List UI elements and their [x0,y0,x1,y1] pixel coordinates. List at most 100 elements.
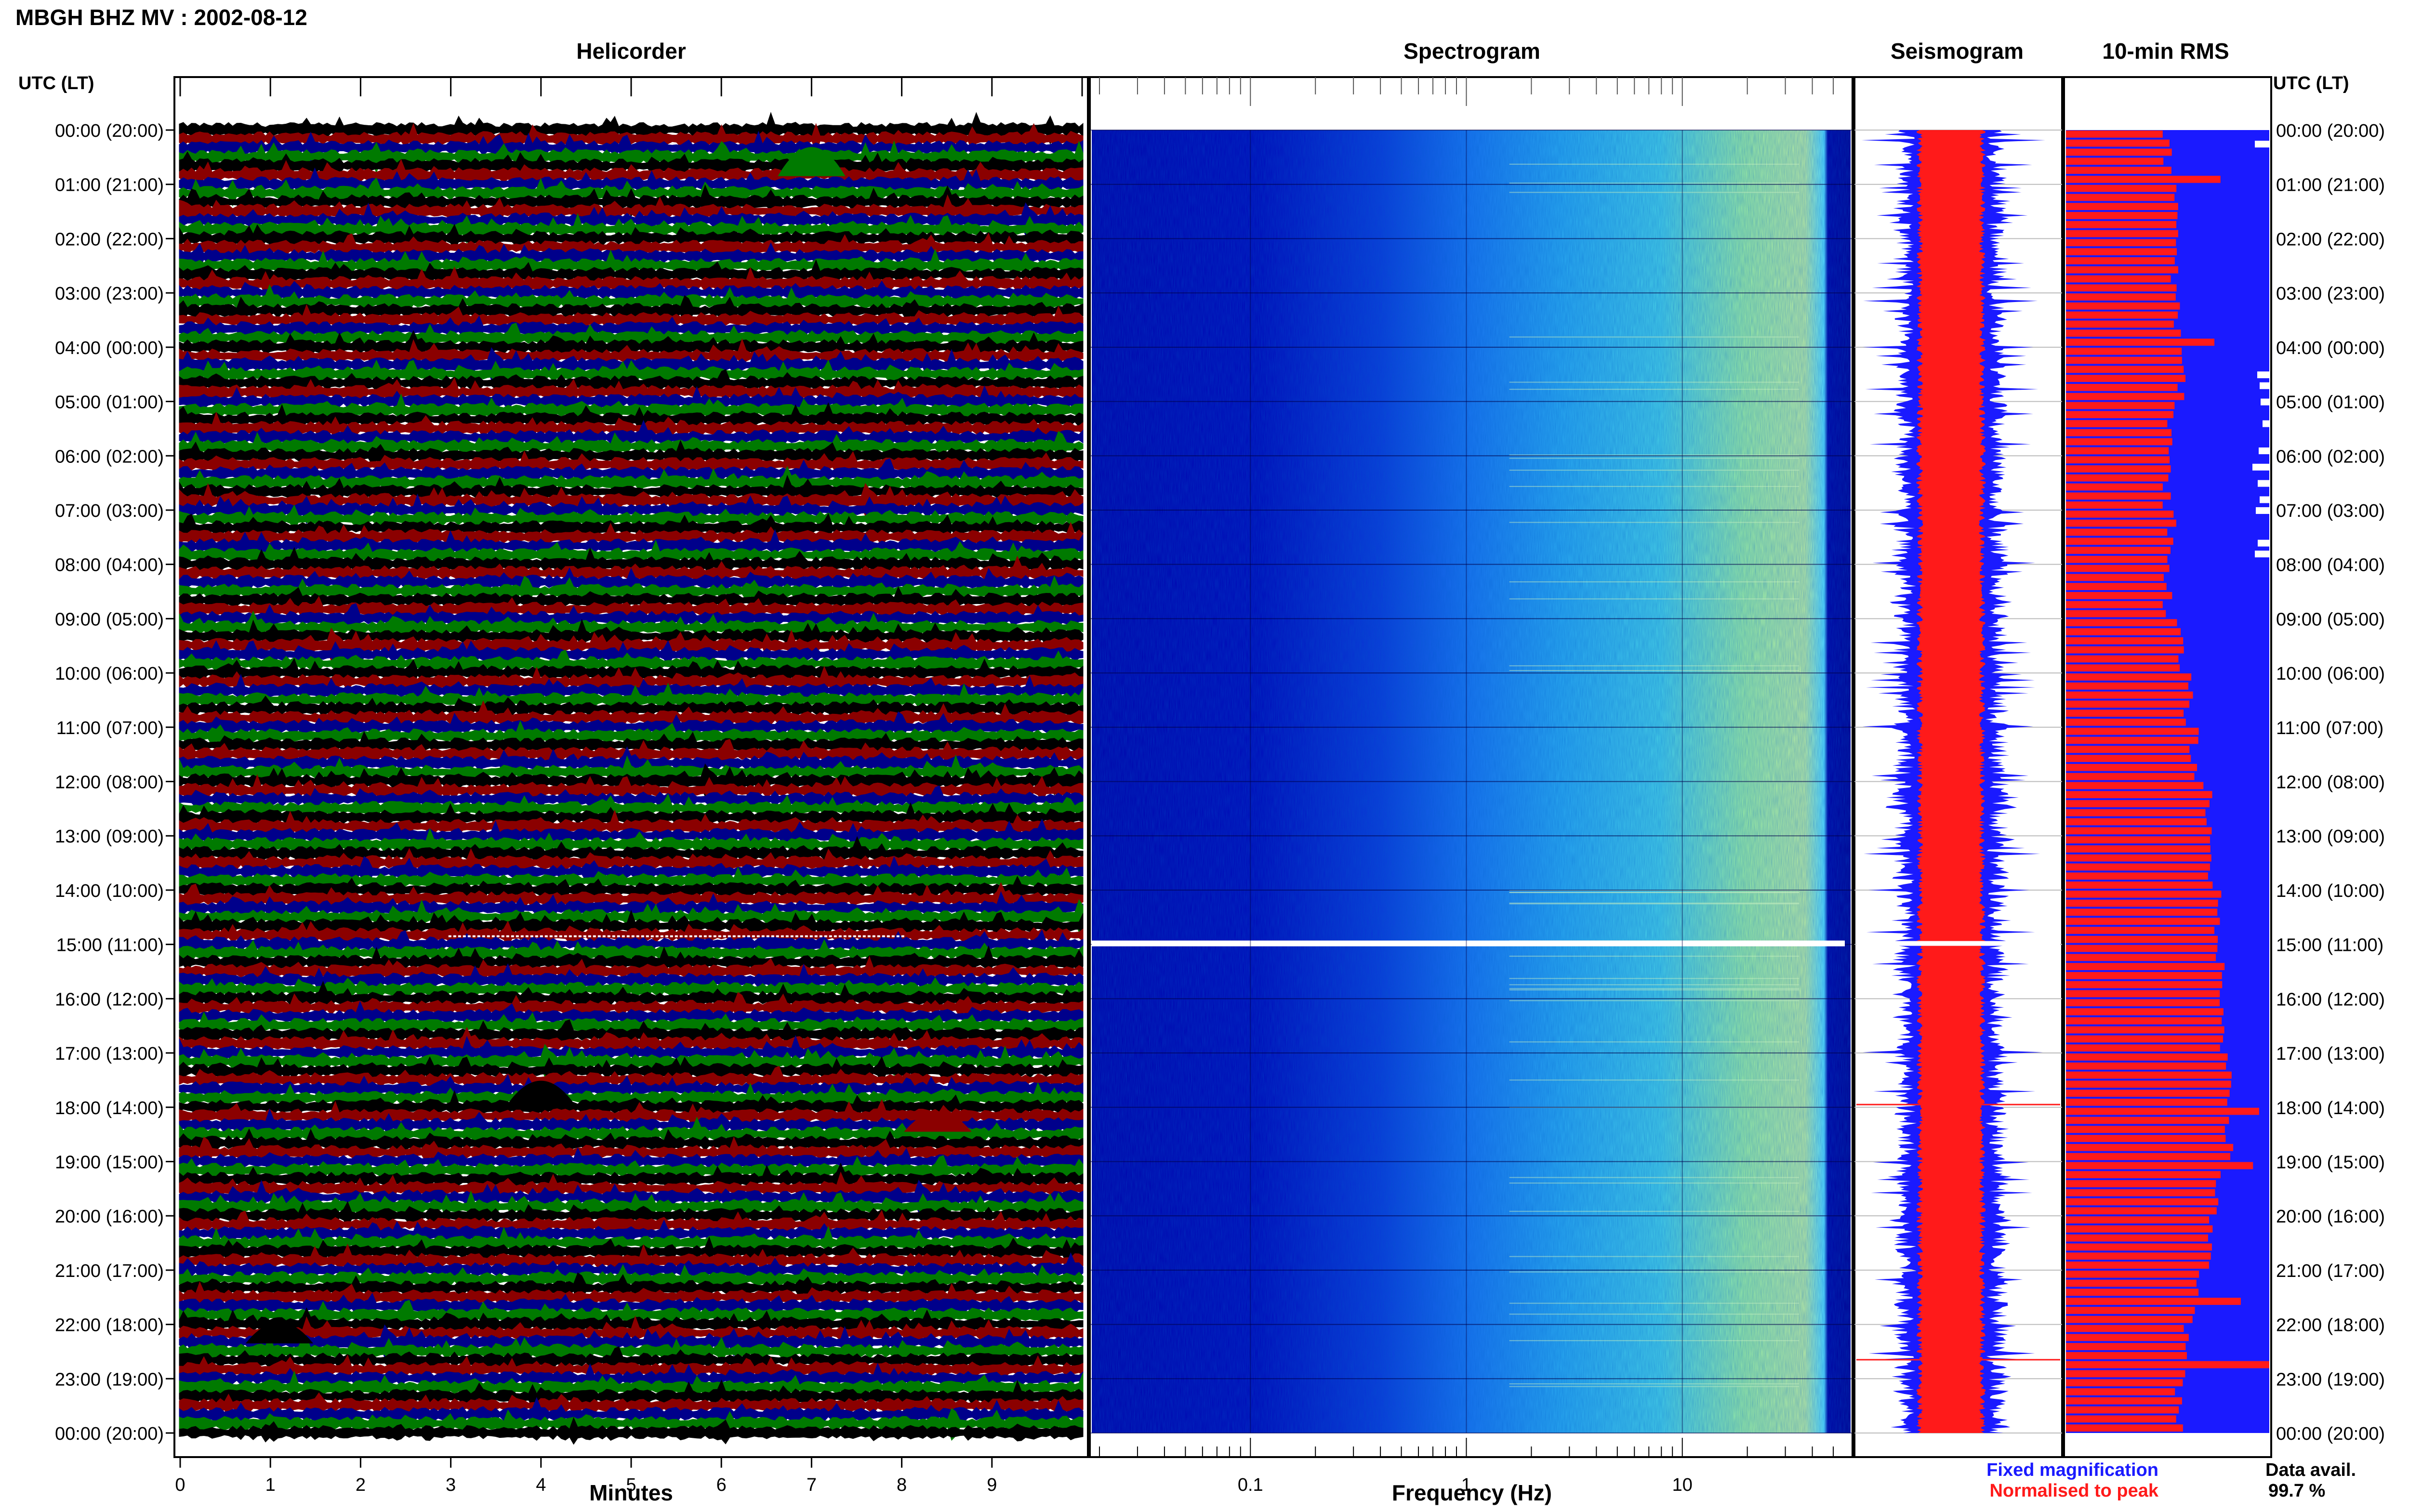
rms-normalised-bar [2066,1098,2227,1106]
rms-normalised-bar [2066,691,2193,699]
rms-normalised-bar [2066,981,2223,988]
helicorder-trace [179,610,1084,645]
helicorder-x-tick-label: 6 [716,1475,727,1495]
helicorder-trace [179,1417,1084,1445]
rms-normalised-bar [2066,1225,2213,1233]
rms-normalised-bar [2066,601,2163,608]
rms-normalised-bar [2066,1334,2189,1341]
row-label-right: 23:00 (19:00) [2276,1369,2385,1390]
rms-normalised-bar [2066,339,2215,346]
row-labels: 00:00 (20:00) 00:00 (20:00) 01:00 (21:00) 0… [55,121,2385,1444]
rms-normalised-bar [2066,818,2207,826]
rms-normalised-bar [2066,1315,2193,1323]
rms-normalised-bar [2066,528,2168,536]
row-label-right: 04:00 (00:00) [2276,338,2385,358]
helicorder-title: Helicorder [576,39,686,64]
data-avail-label: Data avail. [2265,1460,2356,1480]
rms-normalised-bar [2066,1234,2208,1242]
rms-normalised-bar [2066,619,2177,627]
rms-normalised-bar [2066,167,2171,174]
rms-normalised-bar [2066,1352,2187,1359]
rms-normalised-bar [2066,583,2167,591]
rms-normalised-bar [2066,447,2169,455]
rms-normalised-bar [2066,736,2198,744]
rms-normalised-bar [2066,456,2170,464]
rms-normalised-bar [2066,673,2192,681]
row-label-left: 04:00 (00:00) [55,338,164,358]
helicorder-x-tick-label: 9 [987,1475,997,1495]
rms-normalised-bar [2066,393,2184,400]
rms-normalised-bar [2066,1397,2182,1405]
rms-normalised-bar [2066,1361,2269,1368]
row-label-left: 00:00 (20:00) [55,1424,164,1444]
row-label-left: 10:00 (06:00) [55,664,164,684]
rms-normalised-bar [2066,637,2184,644]
rms-normalised-bar [2066,1071,2232,1079]
seismogram-title: Seismogram [1891,39,2024,64]
rms-normalised-bar [2066,773,2195,780]
rms-normalised-bar [2066,890,2222,898]
helicorder-x-label: Minutes [589,1480,673,1505]
row-label-right: 11:00 (07:00) [2276,718,2383,738]
rms-normalised-bar [2066,158,2164,165]
right-axis-title: UTC (LT) [2273,73,2349,93]
rms-normalised-bar [2066,1207,2217,1215]
rms-gap-notch [2263,420,2269,427]
legend-fixed: Fixed magnification [1986,1460,2158,1480]
rms-gap-notch [2259,447,2269,454]
rms-normalised-bar [2066,963,2225,970]
rms-normalised-bar [2066,1044,2220,1052]
rms-normalised-bar [2066,1080,2231,1088]
rms-normalised-bar [2066,275,2171,283]
row-label-right: 14:00 (10:00) [2276,881,2385,901]
helicorder-event [778,147,846,176]
rms-normalised-bar [2066,927,2214,934]
rms-gap-notch [2252,463,2269,471]
spectrogram-x-tick-label: 0.1 [1238,1475,1263,1495]
rms-normalised-bar [2066,184,2177,192]
helicorder-x-tick-label: 7 [807,1475,817,1495]
rms-normalised-bar [2066,881,2213,889]
rms-normalised-bar [2066,239,2176,247]
rms-normalised-bar [2066,175,2221,183]
row-label-right: 08:00 (04:00) [2276,555,2385,576]
rms-normalised-bar [2066,727,2199,735]
rms-normalised-bar [2066,574,2164,581]
rms-normalised-bar [2066,863,2210,871]
rms-normalised-bar [2066,646,2184,654]
rms-gap-notch [2260,496,2269,503]
rms-normalised-bar [2066,438,2172,446]
rms-normalised-bar [2066,854,2211,862]
rms-normalised-bar [2066,1126,2225,1133]
row-label-left: 11:00 (07:00) [56,718,164,738]
rms-normalised-bar [2066,1424,2183,1432]
rms-normalised-bar [2066,628,2181,635]
helicorder-panel: 0 1 2 3 4 5 6 7 8 9 [173,76,1089,1495]
row-label-right: 15:00 (11:00) [2276,935,2383,956]
rms-normalised-bar [2066,682,2188,690]
rms-normalised-bar [2066,257,2175,264]
rms-normalised-bar [2066,836,2210,843]
rms-normalised-bar [2066,320,2174,328]
rms-normalised-bar [2066,311,2178,319]
rms-fixed-bars [2066,130,2269,1433]
rms-normalised-bar [2066,329,2181,337]
rms-normalised-bar [2066,194,2175,201]
helicorder-x-tick-label: 4 [536,1475,546,1495]
rms-normalised-bar [2066,908,2218,916]
row-label-right: 01:00 (21:00) [2276,175,2385,196]
rms-normalised-bar [2066,1370,2185,1378]
row-label-right: 02:00 (22:00) [2276,229,2385,250]
row-label-right: 20:00 (16:00) [2276,1207,2385,1227]
helicorder-x-tick-label: 8 [897,1475,907,1495]
spectrogram-x-tick-label: 1 [1461,1475,1471,1495]
row-label-right: 09:00 (05:00) [2276,609,2385,630]
rms-normalised-bar [2066,565,2170,572]
row-label-left: 16:00 (12:00) [55,989,164,1010]
row-label-right: 05:00 (01:00) [2276,393,2385,413]
rms-normalised-bar [2066,1379,2183,1387]
rms-normalised-bar [2066,293,2176,301]
rms-gap-notch [2257,371,2269,379]
row-label-left: 00:00 (20:00) [55,121,164,141]
